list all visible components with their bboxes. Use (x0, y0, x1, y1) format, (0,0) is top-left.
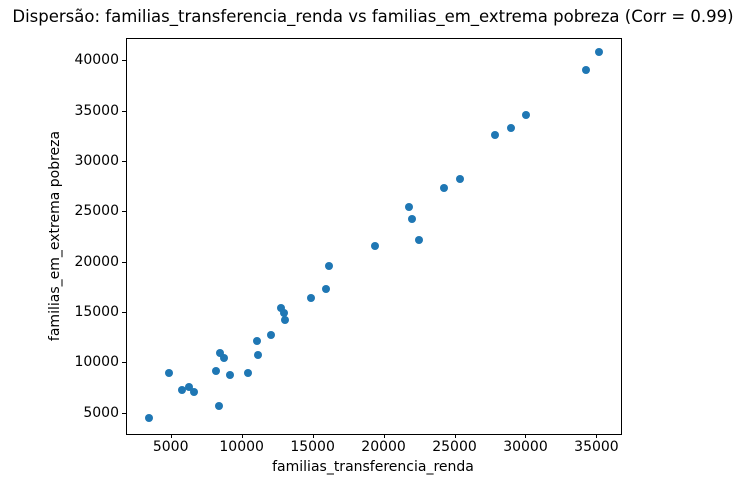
data-point (211, 367, 220, 376)
y-tick-label: 10000 (74, 354, 119, 371)
x-tick-label: 15000 (290, 439, 335, 455)
data-point (267, 331, 276, 340)
data-point (582, 66, 591, 75)
chart-title: Dispersão: familias_transferencia_renda … (12, 7, 734, 26)
data-point (252, 337, 261, 346)
data-point (440, 184, 449, 193)
x-tick-mark (170, 434, 172, 438)
data-point (281, 316, 290, 325)
data-point (214, 401, 223, 410)
data-point (407, 215, 416, 224)
data-point (276, 304, 285, 312)
y-tick-label: 5000 (83, 404, 119, 421)
x-tick-label: 25000 (432, 439, 477, 455)
x-tick-mark (383, 434, 385, 438)
y-tick-mark (122, 110, 126, 112)
data-point (164, 369, 173, 378)
y-tick-label: 30000 (74, 152, 119, 169)
y-axis-label: familias_em_extrema pobreza (47, 130, 63, 342)
y-tick-mark (122, 312, 126, 314)
y-tick-mark (122, 261, 126, 263)
y-tick-mark (122, 412, 126, 414)
x-tick-mark (454, 434, 456, 438)
data-point (215, 349, 224, 358)
data-point (325, 261, 334, 270)
data-point (220, 354, 229, 363)
x-tick-label: 30000 (503, 439, 548, 455)
data-point (414, 235, 423, 244)
y-tick-label: 35000 (74, 102, 119, 119)
x-tick-label: 10000 (219, 439, 264, 455)
data-point (404, 203, 413, 212)
y-tick-mark (122, 160, 126, 162)
y-tick-label: 20000 (74, 253, 119, 270)
x-tick-label: 35000 (574, 439, 619, 455)
x-tick-mark (241, 434, 243, 438)
data-point (370, 241, 379, 250)
x-tick-label: 20000 (361, 439, 406, 455)
plot-area (126, 38, 622, 435)
x-tick-mark (312, 434, 314, 438)
data-point (491, 130, 500, 139)
data-point (190, 387, 199, 396)
data-point (184, 382, 193, 391)
y-tick-label: 25000 (74, 203, 119, 220)
y-tick-mark (122, 60, 126, 62)
data-point (322, 284, 331, 293)
y-tick-label: 15000 (74, 304, 119, 321)
x-tick-mark (596, 434, 598, 438)
data-point (506, 123, 515, 132)
x-tick-mark (525, 434, 527, 438)
data-point (244, 369, 253, 378)
data-point (306, 293, 315, 302)
data-point (522, 110, 531, 119)
y-tick-label: 40000 (74, 52, 119, 69)
data-point (455, 175, 464, 184)
y-tick-mark (122, 211, 126, 213)
data-point (254, 351, 263, 360)
data-point (594, 48, 603, 57)
y-tick-mark (122, 362, 126, 364)
x-axis-label: familias_transferencia_renda (272, 459, 474, 475)
data-point (177, 385, 186, 394)
data-point (279, 309, 288, 318)
x-tick-label: 5000 (152, 439, 189, 455)
data-point (225, 371, 234, 380)
data-point (144, 413, 153, 422)
